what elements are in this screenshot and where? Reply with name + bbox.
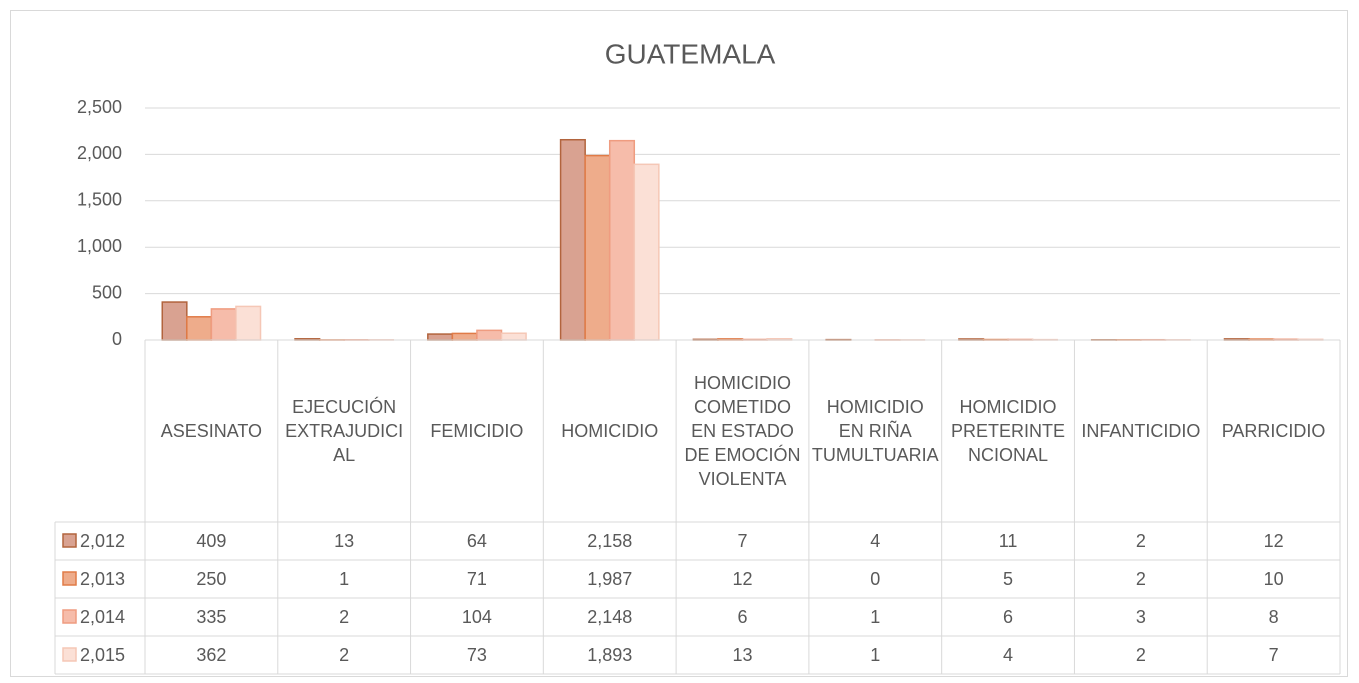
legend-key	[62, 609, 77, 624]
legend-label: 2,014	[80, 607, 125, 627]
bar	[476, 329, 503, 341]
table-value: 13	[732, 645, 753, 665]
y-tick-label: 0	[112, 329, 122, 349]
table-value: 1	[870, 645, 881, 665]
table-value: 12	[732, 569, 753, 589]
table-value: 4	[1003, 645, 1014, 665]
chart-border	[10, 10, 1348, 677]
table-value: 7	[1268, 645, 1279, 665]
table-value: 2	[1135, 569, 1146, 589]
legend-label: 2,012	[80, 531, 125, 551]
category-label: PARRICIDIO	[1221, 421, 1326, 441]
table-value: 12	[1263, 531, 1284, 551]
category-label: HOMICIDIO PRETERINTENCIONAL	[951, 397, 1066, 465]
legend-label: 2,013	[80, 569, 125, 589]
y-tick-label: 2,000	[77, 143, 122, 163]
table-value: 73	[466, 645, 487, 665]
table-value: 2,158	[587, 531, 633, 551]
bar	[633, 163, 660, 341]
y-tick-label: 1,000	[77, 236, 122, 256]
category-label: EJECUCIÓN EXTRAJUDICIAL	[285, 397, 404, 465]
chart-title: GUATEMALA	[605, 38, 776, 69]
legend-label: 2,015	[80, 645, 125, 665]
category-label: INFANTICIDIO	[1081, 421, 1201, 441]
category-label: ASESINATO	[160, 421, 263, 441]
bar	[235, 305, 262, 341]
table-value: 1,893	[587, 645, 633, 665]
table-value: 6	[737, 607, 748, 627]
bar	[451, 332, 478, 341]
y-tick-label: 2,500	[77, 97, 122, 117]
legend-key	[62, 533, 77, 548]
table-value: 7	[737, 531, 748, 551]
table-value: 2	[339, 645, 350, 665]
table-value: 104	[461, 607, 492, 627]
table-value: 8	[1268, 607, 1279, 627]
category-label: HOMICIDIO	[561, 421, 659, 441]
y-tick-label: 1,500	[77, 190, 122, 210]
category-label: FEMICIDIO	[430, 421, 524, 441]
category-label: HOMICIDIO COMETIDO EN ESTADO DE EMOCIÓN …	[684, 373, 801, 489]
y-tick-label: 500	[92, 282, 122, 302]
table-value: 64	[466, 531, 487, 551]
table-value: 2,148	[587, 607, 633, 627]
table-value: 250	[196, 569, 227, 589]
table-value: 362	[196, 645, 227, 665]
legend-key	[62, 647, 77, 662]
table-value: 2	[1135, 531, 1146, 551]
table-value: 1	[870, 607, 881, 627]
bar	[161, 301, 188, 341]
bar	[584, 154, 611, 341]
bar	[210, 308, 237, 341]
table-value: 5	[1003, 569, 1014, 589]
bar	[500, 332, 527, 341]
table-value: 10	[1263, 569, 1284, 589]
table-value: 409	[196, 531, 227, 551]
table-value: 13	[334, 531, 355, 551]
table-value: 2	[1135, 645, 1146, 665]
table-value: 3	[1135, 607, 1146, 627]
table-value: 1	[339, 569, 350, 589]
table-value: 1,987	[587, 569, 633, 589]
legend-key	[62, 571, 77, 586]
table-value: 6	[1003, 607, 1014, 627]
table-value: 11	[998, 531, 1018, 551]
bar	[608, 139, 636, 341]
bar	[559, 138, 586, 341]
table-value: 335	[196, 607, 227, 627]
table-value: 71	[466, 569, 487, 589]
category-label: HOMICIDIO EN RIÑA TUMULTUARIA	[811, 397, 939, 465]
table-value: 4	[870, 531, 881, 551]
bar	[186, 316, 213, 341]
table-value: 0	[870, 569, 881, 589]
table-value: 2	[339, 607, 350, 627]
